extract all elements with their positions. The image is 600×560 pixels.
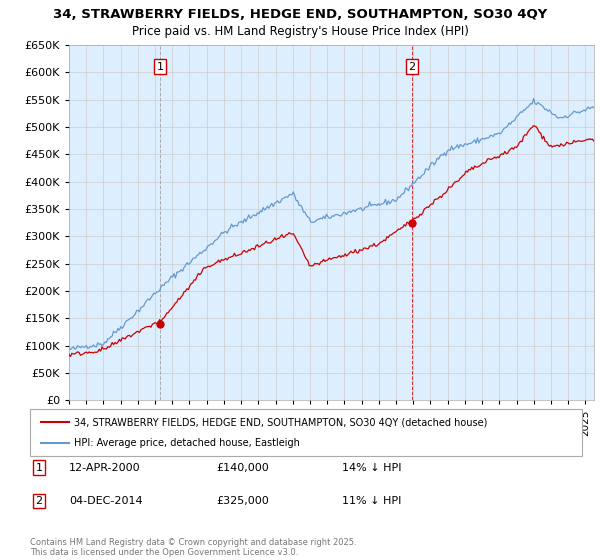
Text: 04-DEC-2014: 04-DEC-2014 [69,496,143,506]
Text: 34, STRAWBERRY FIELDS, HEDGE END, SOUTHAMPTON, SO30 4QY: 34, STRAWBERRY FIELDS, HEDGE END, SOUTHA… [53,8,547,21]
Text: 12-APR-2000: 12-APR-2000 [69,463,140,473]
Text: 34, STRAWBERRY FIELDS, HEDGE END, SOUTHAMPTON, SO30 4QY (detached house): 34, STRAWBERRY FIELDS, HEDGE END, SOUTHA… [74,417,488,427]
Text: 11% ↓ HPI: 11% ↓ HPI [342,496,401,506]
Text: 2: 2 [35,496,43,506]
Text: Contains HM Land Registry data © Crown copyright and database right 2025.
This d: Contains HM Land Registry data © Crown c… [30,538,356,557]
FancyBboxPatch shape [30,409,582,456]
Text: £140,000: £140,000 [216,463,269,473]
Text: Price paid vs. HM Land Registry's House Price Index (HPI): Price paid vs. HM Land Registry's House … [131,25,469,38]
Text: 14% ↓ HPI: 14% ↓ HPI [342,463,401,473]
Text: 1: 1 [157,62,163,72]
Text: 2: 2 [409,62,415,72]
Text: £325,000: £325,000 [216,496,269,506]
Text: 1: 1 [35,463,43,473]
Text: HPI: Average price, detached house, Eastleigh: HPI: Average price, detached house, East… [74,438,300,448]
